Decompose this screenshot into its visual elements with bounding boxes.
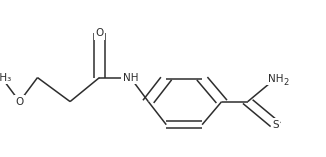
- Text: 2: 2: [284, 78, 289, 87]
- Text: O: O: [95, 28, 104, 38]
- Text: NH: NH: [123, 73, 138, 83]
- Text: S: S: [272, 120, 279, 130]
- Text: O: O: [15, 97, 24, 107]
- Text: NH: NH: [268, 73, 283, 84]
- Text: CH₃: CH₃: [0, 73, 11, 83]
